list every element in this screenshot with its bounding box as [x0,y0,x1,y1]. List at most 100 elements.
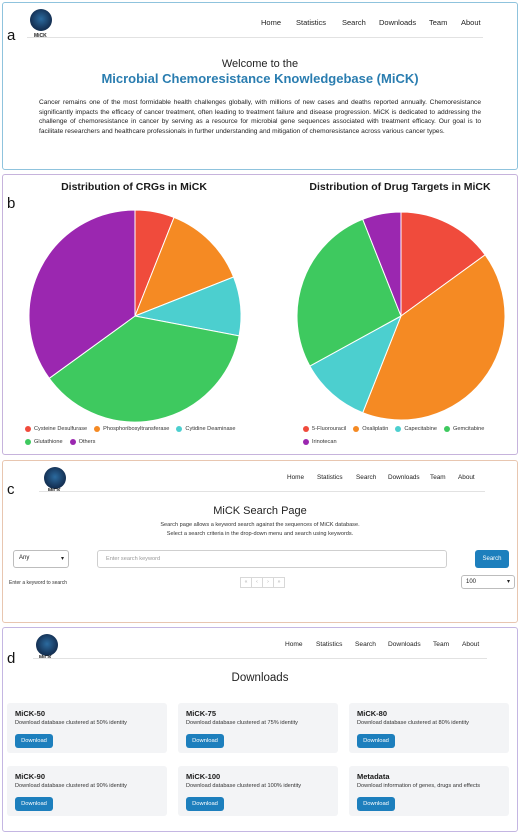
chevron-down-icon: ▾ [60,556,64,562]
crg-slice-phosphoribosyltransferase[interactable] [134,216,235,317]
nav-team[interactable]: Team [433,641,450,648]
nav-search[interactable]: Search [356,474,377,481]
legend-dot-icon [443,426,450,432]
nav-team[interactable]: Team [430,474,446,481]
legend-label: Glutathione [34,439,63,445]
legend-item[interactable]: Glutathione [25,439,63,445]
nav-home[interactable]: Home [285,641,303,648]
nav-downloads[interactable]: Downloads [379,18,417,27]
drug-target-slice-irinotecan[interactable] [362,211,402,317]
logo-caption: MiCK [34,33,47,39]
legend-item[interactable]: Irinotecan [303,439,337,445]
legend-item[interactable]: Capecitabine [395,426,437,432]
download-button[interactable]: Download [15,734,53,748]
nav-statistics[interactable]: Statistics [296,18,327,27]
search-input[interactable]: Enter search keyword [97,550,447,568]
legend-label: Cysteine Desulfurase [34,426,88,432]
nav-home[interactable]: Home [287,474,305,481]
navbar: MiCK Home Statistics Search Downloads Te… [3,465,517,499]
panel-c-search: MiCK Home Statistics Search Downloads Te… [2,460,518,623]
legend-label: Gemcitabine [452,426,485,432]
nav-downloads[interactable]: Downloads [388,474,420,481]
download-button[interactable]: Download [357,734,395,748]
mick-logo-icon[interactable] [44,467,66,489]
navbar: MiCK Home Statistics Search Downloads Te… [3,632,517,666]
legend-item[interactable]: Oxaliplatin [353,426,388,432]
card-description: Download database clustered at 80% ident… [357,720,469,726]
legend-item[interactable]: Phosphoribosyltransferase [94,426,169,432]
downloads-title: Downloads [231,672,289,684]
card-description: Download database clustered at 75% ident… [186,720,298,726]
panel-letter-b: b [7,195,16,212]
download-button[interactable]: Download [186,797,224,811]
pagination: « ‹ › » [240,577,285,588]
card-description: Download database clustered at 100% iden… [186,783,302,789]
nav-search[interactable]: Search [355,641,376,648]
download-button[interactable]: Download [357,797,395,811]
legend-label: 5-Fluorouracil [312,426,347,432]
card-description: Download database clustered at 90% ident… [15,783,127,789]
legend-label: Phosphoribosyltransferase [103,426,170,432]
nav-about[interactable]: About [458,474,475,481]
search-placeholder: Enter search keyword [106,556,161,562]
nav-downloads[interactable]: Downloads [388,641,421,648]
mick-logo-icon[interactable] [30,9,52,31]
card-description: Download database clustered at 50% ident… [15,720,127,726]
card-description: Download information of genes, drugs and… [357,783,481,789]
search-hint: Enter a keyword to search [9,580,68,586]
nav-team[interactable]: Team [429,18,448,27]
chart-title-drug-targets: Distribution of Drug Targets in MiCK [309,181,491,193]
legend-dot-icon [69,439,76,445]
download-card-mick-90: MiCK-90 Download database clustered at 9… [7,766,167,816]
search-button[interactable]: Search [475,550,509,568]
search-criteria-select[interactable]: Any ▾ [13,550,69,568]
nav-divider [39,491,485,492]
legend-item[interactable]: Others [69,439,95,445]
site-title: Microbial Chemoresistance Knowledgebase … [101,71,419,86]
drug-target-slice-gemcitabine[interactable] [296,218,402,367]
legend-dot-icon [353,426,360,432]
legend-item[interactable]: Cysteine Desulfurase [25,426,87,432]
legend-dot-icon [176,426,183,432]
nav-about[interactable]: About [462,641,480,648]
crg-slice-others[interactable] [28,209,136,380]
drug-target-legend: 5-Fluorouracil Oxaliplatin Capecitabine Gem… [303,426,513,445]
search-description-1: Search page allows a keyword search agai… [160,522,360,528]
crg-legend: Cysteine Desulfurase Phosphoribosyltransf… [25,426,255,445]
search-page-title: MiCK Search Page [213,505,307,517]
crg-pie-chart [28,209,506,423]
legend-dot-icon [94,426,101,432]
card-title: MiCK-50 [15,709,46,718]
panel-letter-a: a [7,27,16,44]
mick-logo-icon[interactable] [36,634,58,656]
pager-last[interactable]: » [273,577,285,588]
legend-dot-icon [25,426,31,432]
legend-dot-icon [25,439,31,445]
nav-about[interactable]: About [461,18,481,27]
drug-target-slice-capecitabine[interactable] [309,314,402,414]
download-card-mick-80: MiCK-80 Download database clustered at 8… [349,703,509,753]
nav-divider [27,37,483,38]
nav-statistics[interactable]: Statistics [316,641,343,648]
drug-target-slice-5-fluorouracil[interactable] [400,211,486,317]
search-criteria-value: Any [19,555,30,561]
page-size-select[interactable]: 100 ▾ [461,575,515,589]
card-title: MiCK-75 [186,709,217,718]
download-card-mick-75: MiCK-75 Download database clustered at 7… [178,703,338,753]
legend-item[interactable]: Gemcitabine [443,426,485,432]
drug-target-slice-oxaliplatin[interactable] [362,254,506,421]
download-button[interactable]: Download [15,797,53,811]
nav-search[interactable]: Search [342,18,366,27]
legend-item[interactable]: Cytidine Deaminase [176,426,235,432]
legend-dot-icon [395,426,402,432]
chevron-down-icon: ▾ [506,579,510,585]
card-title: MiCK-100 [186,772,221,781]
crg-slice-glutathione[interactable] [48,315,240,423]
legend-label: Capecitabine [404,426,437,432]
nav-divider [33,658,487,659]
legend-item[interactable]: 5-Fluorouracil [303,426,346,432]
nav-statistics[interactable]: Statistics [317,474,343,481]
nav-home[interactable]: Home [261,18,282,27]
download-button[interactable]: Download [186,734,224,748]
legend-label: Cytidine Deaminase [185,426,236,432]
